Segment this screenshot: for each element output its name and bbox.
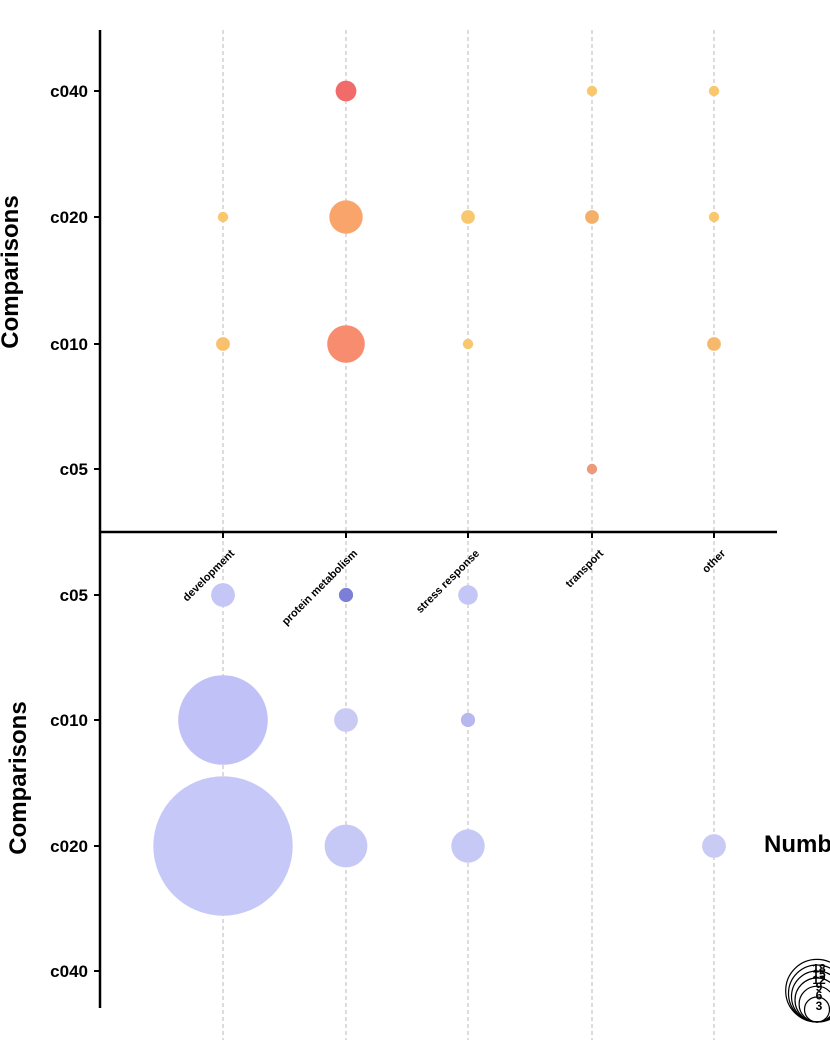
legend-label-12: 12 xyxy=(812,973,826,987)
bubbles xyxy=(153,80,726,916)
bubble-top-stress-response-c010 xyxy=(462,338,474,350)
bubble-top-transport-c040 xyxy=(586,85,598,97)
bubble-bottom-protein-metabolism-c05 xyxy=(338,587,354,603)
bubble-bottom-protein-metabolism-c020 xyxy=(324,824,368,868)
bubble-top-protein-metabolism-c040 xyxy=(335,80,357,102)
bubble-bottom-protein-metabolism-c010 xyxy=(334,708,358,732)
bubble-top-other-c020 xyxy=(708,211,720,223)
bubble-top-protein-metabolism-c010 xyxy=(327,325,365,363)
xtick-label-stress-response: stress response xyxy=(414,548,482,616)
legend-label-6: 6 xyxy=(816,988,823,1002)
top-y-axis-title: Comparisons xyxy=(0,195,24,348)
bubble-top-transport-c020 xyxy=(585,210,599,224)
bubble-top-stress-response-c020 xyxy=(461,210,475,224)
top-ytick-label-c010: c010 xyxy=(50,335,88,354)
bubble-top-development-c010 xyxy=(216,337,230,351)
legend-circle-6 xyxy=(798,985,830,1023)
bubble-bottom-stress-response-c020 xyxy=(451,829,485,863)
bubble-bottom-stress-response-c05 xyxy=(458,585,478,605)
legend-title: Numb xyxy=(764,831,830,858)
bubble-bottom-development-c05 xyxy=(211,583,235,607)
bottom-ytick-label-c05: c05 xyxy=(60,586,88,605)
bubble-top-other-c040 xyxy=(708,85,720,97)
bubble-top-other-c010 xyxy=(707,337,721,351)
bubble-top-protein-metabolism-c020 xyxy=(329,200,363,234)
bubble-top-transport-c05 xyxy=(586,463,598,475)
xtick-label-protein-metabolism: protein metabolism xyxy=(280,547,360,627)
legend-label-3: 3 xyxy=(816,999,823,1013)
legend-label-9: 9 xyxy=(816,980,823,994)
xtick-label-transport: transport xyxy=(563,547,606,590)
bubble-top-development-c020 xyxy=(217,211,229,223)
bubble-bottom-stress-response-c010 xyxy=(460,712,476,728)
legend-label-15: 15 xyxy=(812,967,826,981)
bubble-bottom-other-c020 xyxy=(702,834,726,858)
bottom-y-axis-title: Comparisons xyxy=(5,701,32,854)
bubble-bottom-development-c020 xyxy=(153,776,293,916)
top-ytick-label-c05: c05 xyxy=(60,460,88,479)
bottom-ytick-label-c010: c010 xyxy=(50,711,88,730)
bottom-ytick-label-c040: c040 xyxy=(50,962,88,981)
bubble-bottom-development-c010 xyxy=(178,675,268,765)
bottom-ytick-label-c020: c020 xyxy=(50,837,88,856)
axes xyxy=(94,30,777,1008)
top-ytick-label-c040: c040 xyxy=(50,82,88,101)
top-ytick-label-c020: c020 xyxy=(50,208,88,227)
